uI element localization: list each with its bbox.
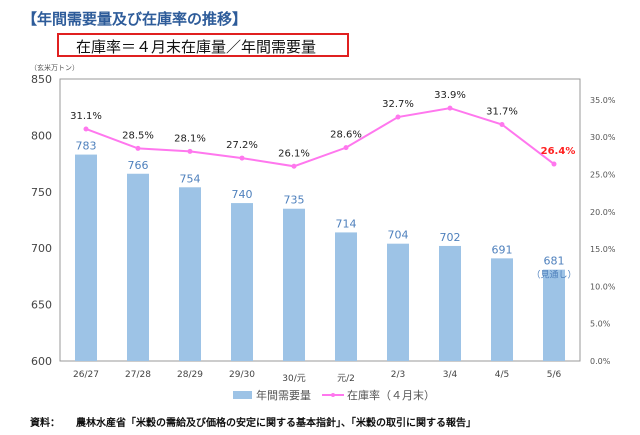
bar	[387, 243, 409, 361]
y2-tick-label: 15.0%	[590, 245, 616, 254]
line-point	[447, 105, 453, 111]
y-tick-label: 800	[31, 129, 52, 142]
line-label: 26.4%	[541, 146, 576, 157]
bar-label: 754	[180, 172, 201, 185]
bar	[75, 154, 97, 361]
bar	[491, 258, 513, 361]
y-tick-label: 750	[31, 186, 52, 199]
legend-bar-label: 年間需要量	[256, 388, 311, 402]
line-label: 31.7%	[486, 107, 518, 118]
formula-box: 在庫率＝４月末在庫量／年間需要量	[57, 33, 349, 57]
bar-label: 766	[128, 159, 149, 172]
bar	[543, 269, 565, 361]
y2-tick-label: 30.0%	[590, 133, 616, 142]
line-point	[83, 126, 89, 132]
source-text: 農林水産省「米穀の需給及び価格の安定に関する基本指針」、「米穀の取引に関する報告…	[76, 418, 476, 429]
y-axis-unit: （玄米万トン）	[30, 64, 79, 72]
bar-label: 681	[544, 255, 565, 268]
y2-tick-label: 35.0%	[590, 96, 616, 105]
legend-line-label: 在庫率（４月末）	[347, 388, 435, 402]
legend-line-marker	[331, 393, 335, 397]
line-point	[187, 148, 193, 154]
source-note: 資料： 農林水産省「米穀の需給及び価格の安定に関する基本指針」、「米穀の取引に関す…	[30, 414, 492, 429]
bar-label: 740	[232, 188, 253, 201]
bar-label: 735	[284, 194, 305, 207]
line-label: 31.1%	[70, 111, 102, 122]
bar	[335, 232, 357, 361]
x-tick-label: 2/3	[391, 370, 405, 380]
line-label: 27.2%	[226, 140, 258, 151]
y-tick-label: 850	[31, 73, 52, 86]
x-tick-label: 3/4	[443, 370, 458, 380]
line-point	[499, 122, 505, 128]
line-point	[291, 163, 297, 169]
line-label: 28.5%	[122, 130, 154, 141]
line-point	[395, 114, 401, 120]
y2-tick-label: 0.0%	[590, 357, 611, 366]
y2-tick-label: 5.0%	[590, 320, 611, 329]
x-tick-label: 4/5	[495, 370, 509, 380]
line-point	[135, 145, 141, 151]
x-tick-label: 27/28	[125, 370, 151, 380]
y-tick-label: 650	[31, 299, 52, 312]
y-tick-label: 600	[31, 355, 52, 368]
plot-frame	[59, 78, 581, 362]
line-label: 32.7%	[382, 99, 414, 110]
bar	[439, 245, 461, 361]
annotation: （見通し）	[531, 270, 576, 281]
bar	[127, 173, 149, 361]
bar-label: 704	[388, 229, 409, 242]
line-series	[85, 107, 555, 168]
line-point	[343, 145, 349, 151]
chart-title: 【年間需要量及び在庫率の推移】	[22, 10, 248, 28]
legend-bar-swatch	[233, 391, 252, 399]
bar	[283, 208, 305, 361]
line-label: 26.1%	[278, 148, 310, 159]
x-tick-label: 29/30	[229, 370, 255, 380]
x-tick-label: 30/元	[282, 374, 306, 384]
source-label: 資料：	[30, 418, 60, 429]
x-tick-label: 5/6	[547, 370, 562, 380]
y2-tick-label: 10.0%	[590, 282, 616, 291]
line-label: 28.6%	[330, 130, 362, 141]
y-tick-label: 700	[31, 242, 52, 255]
x-tick-label: 28/29	[177, 370, 203, 380]
line-label: 28.1%	[174, 133, 206, 144]
y2-tick-label: 20.0%	[590, 208, 616, 217]
bar-label: 714	[336, 217, 357, 230]
bar-label: 691	[492, 243, 513, 256]
bar-label: 783	[76, 140, 97, 153]
line-point	[551, 161, 557, 167]
bar-label: 702	[440, 231, 461, 244]
bar	[231, 203, 253, 361]
line-label: 33.9%	[434, 90, 466, 101]
line-point	[239, 155, 245, 161]
bar	[179, 187, 201, 361]
x-tick-label: 元/2	[337, 374, 355, 384]
y2-tick-label: 25.0%	[590, 170, 616, 179]
x-tick-label: 26/27	[73, 370, 99, 380]
